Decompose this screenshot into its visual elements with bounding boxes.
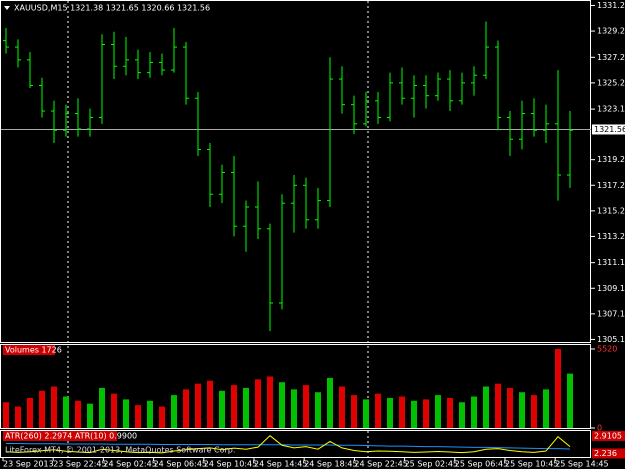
label-bg	[3, 431, 117, 441]
volume-bar	[435, 395, 441, 428]
volume-bar	[351, 395, 357, 428]
y-tick-label: 1313.20	[597, 232, 625, 241]
volume-bar	[375, 393, 381, 428]
last-price-label: 1321.56	[594, 125, 625, 134]
price-pane	[0, 0, 591, 343]
price-label-bg	[592, 124, 625, 135]
y-tick-label: 1331.25	[597, 1, 625, 10]
volumes-label: Volumes 1726	[5, 346, 62, 355]
label-bg	[3, 345, 55, 355]
x-tick-label: 25 Sep 14:45	[555, 460, 608, 469]
volume-bar	[195, 383, 201, 428]
volume-bar	[3, 402, 9, 428]
volume-bar	[219, 390, 225, 428]
x-tick-label: 24 Sep 14:45	[254, 460, 307, 469]
atr-line	[5, 435, 571, 454]
volume-bar	[63, 396, 69, 428]
volume-bar	[411, 400, 417, 428]
volume-bar	[423, 399, 429, 428]
volume-pane	[0, 344, 591, 429]
volume-bar	[267, 376, 273, 428]
volume-bar	[231, 385, 237, 428]
atr-tick-label: 2.236	[594, 449, 617, 458]
volume-bar	[75, 400, 81, 428]
volume-bar	[147, 400, 153, 428]
chart-title: XAUUSD,M15 1321.38 1321.65 1320.66 1321.…	[14, 4, 210, 13]
volume-bar	[519, 392, 525, 428]
x-tick-label: 25 Sep 10:45	[505, 460, 558, 469]
volume-bar	[39, 390, 45, 428]
y-tick-label: 1325.20	[597, 78, 625, 87]
atr-pane	[0, 430, 591, 458]
volume-bar	[15, 406, 21, 428]
y-tick-label: 1317.20	[597, 181, 625, 190]
atr-tick-bg	[592, 430, 625, 441]
volume-bar	[507, 387, 513, 428]
volume-bar	[51, 386, 57, 428]
volume-bar	[495, 383, 501, 428]
volume-tick-label: 0	[597, 424, 602, 433]
volume-bar	[303, 385, 309, 428]
y-tick-label: 1307.15	[597, 309, 625, 318]
copyright: LiteForex MT4, © 2001-2013, MetaQuotes S…	[5, 446, 235, 455]
x-tick-label: 24 Sep 02:45	[103, 460, 156, 469]
y-tick-label: 1319.20	[597, 155, 625, 164]
x-tick-label: 24 Sep 22:45	[354, 460, 407, 469]
volume-bar	[363, 399, 369, 428]
volume-bar	[243, 387, 249, 428]
volume-bar	[339, 386, 345, 428]
x-tick-label: 23 Sep 2013	[3, 460, 54, 469]
atr-tick-label: 2.9105	[594, 431, 622, 440]
volume-bar	[543, 389, 549, 428]
y-tick-label: 1329.25	[597, 27, 625, 36]
volume-bar	[159, 406, 165, 428]
volume-bar	[387, 397, 393, 428]
y-tick-label: 1305.15	[597, 335, 625, 344]
volume-bar	[279, 382, 285, 428]
x-tick-label: 24 Sep 06:45	[154, 460, 207, 469]
volume-bar	[327, 377, 333, 428]
y-tick-label: 1327.20	[597, 53, 625, 62]
atr-label: ATR(260) 2.2974 ATR(10) 0.9900	[5, 432, 137, 441]
volume-bar	[399, 396, 405, 428]
volume-bar	[255, 379, 261, 428]
y-tick-label: 1323.15	[597, 105, 625, 114]
volume-bar	[171, 395, 177, 428]
volume-bar	[135, 405, 141, 428]
volume-bar	[459, 402, 465, 428]
volume-bar	[315, 392, 321, 428]
volume-bar	[291, 389, 297, 428]
menu-arrow	[4, 6, 10, 10]
x-tick-label: 23 Sep 22:45	[53, 460, 106, 469]
volume-bar	[183, 389, 189, 428]
volume-bar	[531, 395, 537, 428]
y-tick-label: 1315.20	[597, 206, 625, 215]
volume-bar	[447, 397, 453, 428]
volume-bar	[27, 397, 33, 428]
volume-bar	[111, 393, 117, 428]
x-tick-label: 25 Sep 06:45	[455, 460, 508, 469]
volume-bar	[99, 387, 105, 428]
atr-tick-bg	[592, 448, 625, 459]
x-tick-label: 24 Sep 10:45	[204, 460, 257, 469]
volume-bar	[555, 349, 561, 428]
volume-bar	[123, 399, 129, 428]
volume-bar	[483, 386, 489, 428]
volume-bar	[471, 396, 477, 428]
volume-tick-label: 5520	[597, 345, 617, 354]
y-tick-label: 1309.15	[597, 284, 625, 293]
volume-bar	[567, 373, 573, 428]
volume-bar	[87, 403, 93, 428]
x-tick-label: 25 Sep 02:45	[405, 460, 458, 469]
volume-bar	[207, 380, 213, 428]
x-tick-label: 24 Sep 18:45	[304, 460, 357, 469]
y-tick-label: 1311.15	[597, 258, 625, 267]
atr-line	[6, 442, 571, 450]
